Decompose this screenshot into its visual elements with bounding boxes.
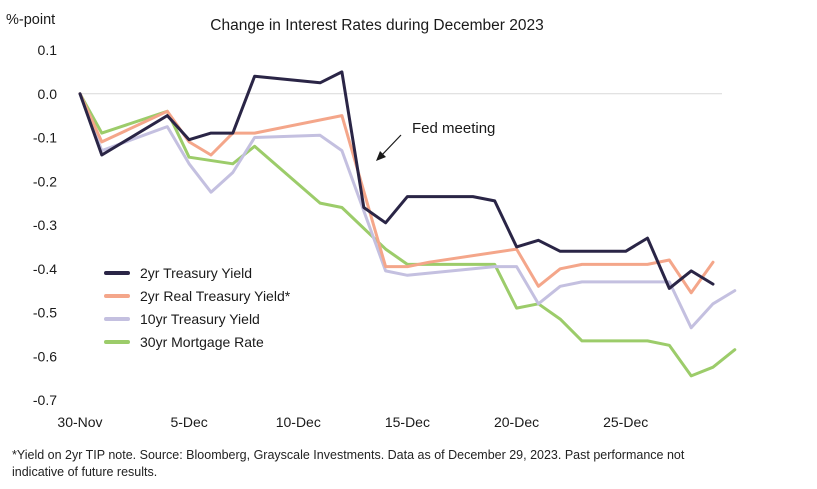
legend-label: 2yr Treasury Yield: [140, 265, 252, 281]
y-tick-label: 0.1: [38, 42, 58, 58]
legend-label: 10yr Treasury Yield: [140, 311, 260, 327]
series-line-2yr-real-treasury-yield: [78, 92, 715, 295]
series-line-30yr-mortgage-rate: [78, 92, 737, 378]
x-tick-label: 25-Dec: [603, 414, 648, 430]
line-chart: Change in Interest Rates during December…: [6, 12, 737, 430]
y-tick-label: -0.5: [33, 305, 57, 321]
x-tick-label: 30-Nov: [57, 414, 102, 430]
legend-label: 30yr Mortgage Rate: [140, 334, 264, 350]
x-tick-label: 15-Dec: [385, 414, 430, 430]
legend-label: 2yr Real Treasury Yield*: [140, 288, 291, 304]
annotation-arrow-head: [376, 151, 386, 161]
series-line-10yr-treasury-yield: [78, 92, 737, 330]
y-tick-label: -0.1: [33, 130, 57, 146]
y-axis-label: %-point: [6, 12, 55, 28]
x-tick-label: 20-Dec: [494, 414, 539, 430]
series-line-2yr-treasury-yield: [78, 70, 715, 290]
footnote: *Yield on 2yr TIP note. Source: Bloomber…: [12, 448, 685, 479]
annotation-arrow-shaft: [380, 134, 402, 157]
x-tick-label: 5-Dec: [170, 414, 207, 430]
y-tick-label: -0.4: [33, 261, 57, 277]
y-tick-label: -0.6: [33, 348, 57, 364]
annotation-fed-meeting: Fed meeting: [412, 120, 495, 137]
chart-title: Change in Interest Rates during December…: [210, 17, 543, 34]
y-tick-label: -0.2: [33, 173, 57, 189]
x-tick-label: 10-Dec: [276, 414, 321, 430]
y-tick-label: 0.0: [38, 86, 58, 102]
y-tick-label: -0.3: [33, 217, 57, 233]
y-tick-label: -0.7: [33, 392, 57, 408]
